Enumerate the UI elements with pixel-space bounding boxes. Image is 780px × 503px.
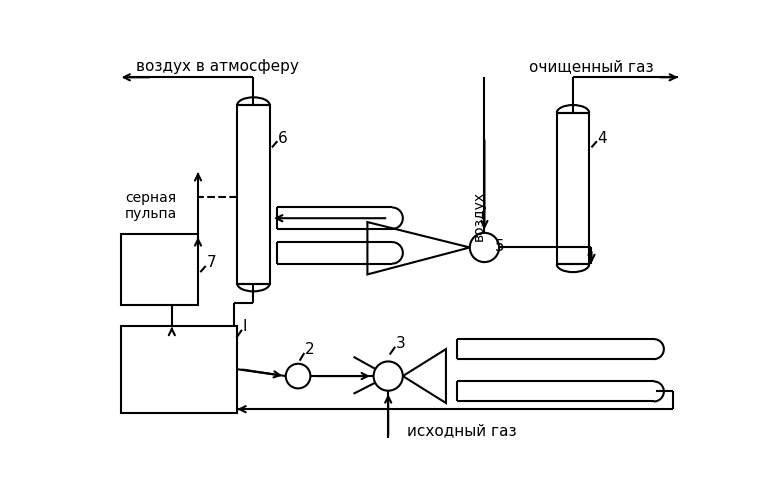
Text: 4: 4 [597, 131, 608, 146]
Text: очищенный газ: очищенный газ [529, 59, 654, 74]
Bar [121, 233, 198, 305]
Polygon shape [402, 349, 446, 403]
Text: 6: 6 [278, 131, 288, 146]
Text: воздух: воздух [472, 191, 486, 241]
Bar [237, 105, 270, 284]
Circle shape [470, 233, 499, 262]
Text: 5: 5 [495, 238, 504, 254]
Text: 2: 2 [305, 343, 314, 358]
Text: исходный газ: исходный газ [407, 424, 517, 438]
Circle shape [374, 362, 402, 391]
Bar [557, 113, 589, 265]
Text: воздух в атмосферу: воздух в атмосферу [136, 59, 300, 74]
Text: 3: 3 [396, 337, 406, 351]
Text: 7: 7 [207, 256, 216, 271]
Text: серная
пульпа: серная пульпа [125, 191, 177, 221]
Circle shape [285, 364, 310, 388]
Polygon shape [367, 222, 470, 275]
Text: I: I [243, 319, 247, 334]
Bar [121, 326, 236, 413]
